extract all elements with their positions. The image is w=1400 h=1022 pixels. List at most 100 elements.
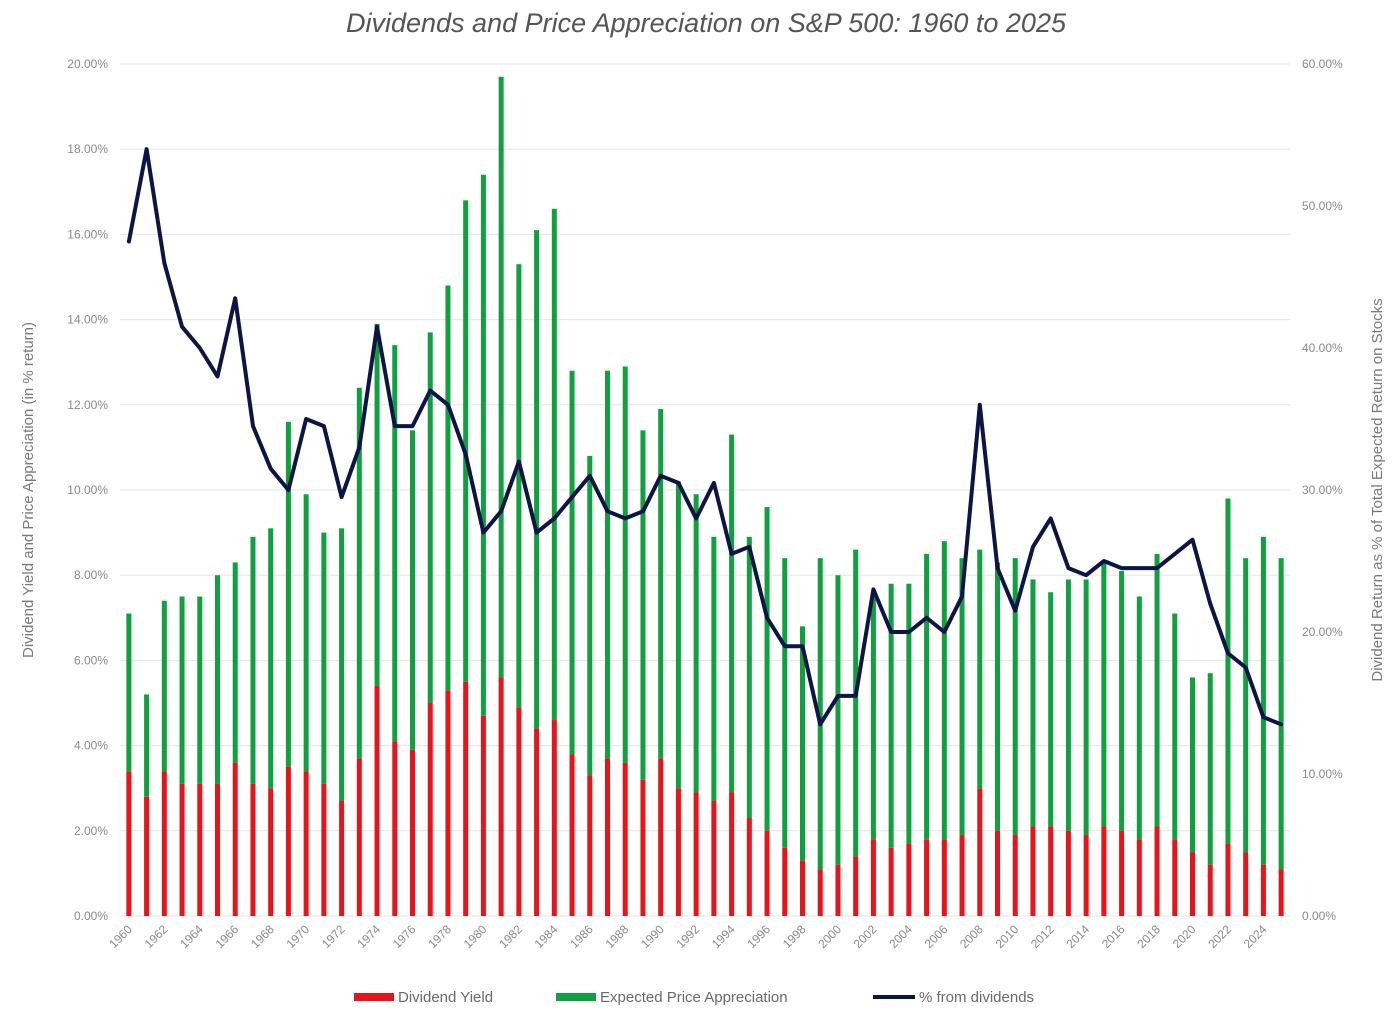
bar-expected-price-appreciation [374, 323, 380, 686]
bar-expected-price-appreciation [729, 434, 735, 793]
legend: Dividend Yield Expected Price Appreciatio… [354, 989, 1034, 1006]
bar-expected-price-appreciation [516, 264, 522, 708]
bar-dividend-yield [977, 788, 983, 916]
x-tick-label: 1998 [780, 922, 809, 951]
chart-title: Dividends and Price Appreciation on S&P … [346, 8, 1067, 38]
bar-expected-price-appreciation [658, 409, 664, 759]
bar-dividend-yield [1260, 864, 1266, 916]
bar-dividend-yield [126, 771, 132, 916]
bar-expected-price-appreciation [232, 562, 238, 763]
bar-dividend-yield [1030, 826, 1036, 916]
bar-expected-price-appreciation [1154, 553, 1160, 827]
bar-expected-price-appreciation [605, 370, 610, 759]
bar-dividend-yield [480, 715, 486, 916]
bar-dividend-yield [835, 864, 841, 916]
x-tick-label: 2016 [1099, 922, 1128, 951]
bar-dividend-yield [1065, 830, 1071, 916]
x-tick-label: 2024 [1241, 922, 1270, 951]
bar-expected-price-appreciation [746, 536, 752, 819]
x-tick-label: 1968 [248, 922, 277, 951]
bar-expected-price-appreciation [782, 558, 788, 848]
x-tick-label: 1964 [177, 922, 206, 951]
bar-dividend-yield [1012, 835, 1018, 916]
x-tick-label: 1974 [354, 922, 383, 951]
bar-dividend-yield [339, 800, 345, 916]
bar-dividend-yield [1190, 852, 1195, 916]
line-percent-from-dividends [126, 147, 1284, 727]
bar-dividend-yield [1048, 826, 1054, 916]
bar-expected-price-appreciation [853, 549, 859, 857]
bar-dividend-yield [498, 677, 504, 916]
bar-dividend-yield [746, 818, 752, 916]
x-tick-label: 1990 [638, 922, 667, 951]
x-tick-label: 1972 [319, 922, 348, 951]
bar-dividend-yield [179, 783, 185, 916]
x-tick-label: 1978 [425, 922, 454, 951]
bar-expected-price-appreciation [1278, 558, 1284, 870]
bar-expected-price-appreciation [1030, 579, 1036, 827]
x-tick-label: 1986 [567, 922, 596, 951]
y-tick-label: 18.00% [67, 142, 108, 156]
x-tick-label: 1976 [390, 922, 419, 951]
bar-expected-price-appreciation [1136, 596, 1142, 840]
bar-dividend-yield [569, 754, 575, 916]
bar-dividend-yield [356, 758, 362, 916]
bar-expected-price-appreciation [480, 174, 486, 716]
bar-dividend-yield [870, 839, 876, 916]
x-axis: 1960 1962 1964 1966 1968 1970 1972 1974 1976 1978… [106, 922, 1270, 951]
bar-expected-price-appreciation [959, 558, 965, 836]
bar-expected-price-appreciation [1207, 673, 1213, 865]
bar-expected-price-appreciation [817, 558, 823, 870]
x-tick-label: 2012 [1028, 922, 1057, 951]
x-tick-label: 2010 [993, 922, 1022, 951]
y-tick-label: 8.00% [74, 568, 108, 582]
bars [126, 76, 1284, 916]
bar-expected-price-appreciation [693, 494, 699, 793]
bar-dividend-yield [995, 830, 1000, 916]
bar-expected-price-appreciation [835, 575, 841, 865]
bar-dividend-yield [1083, 835, 1089, 916]
bar-dividend-yield [445, 690, 451, 916]
bar-expected-price-appreciation [126, 613, 132, 772]
bar-dividend-yield [215, 783, 220, 916]
bar-expected-price-appreciation [321, 532, 327, 784]
bar-dividend-yield [250, 783, 256, 916]
y2-tick-label: 50.00% [1302, 199, 1343, 213]
bar-expected-price-appreciation [551, 208, 557, 721]
y-tick-label: 0.00% [74, 909, 108, 923]
bar-dividend-yield [144, 796, 150, 916]
bar-dividend-yield [1243, 852, 1249, 916]
y-tick-label: 12.00% [67, 398, 108, 412]
bar-expected-price-appreciation [1101, 562, 1107, 827]
legend-swatch-expected-price-appreciation [556, 993, 596, 1001]
bar-expected-price-appreciation [250, 536, 256, 784]
x-tick-label: 1960 [106, 922, 135, 951]
bar-expected-price-appreciation [144, 694, 150, 797]
bar-expected-price-appreciation [711, 536, 717, 801]
bar-expected-price-appreciation [161, 600, 167, 772]
bar-expected-price-appreciation [800, 626, 805, 861]
bar-dividend-yield [888, 847, 894, 916]
bar-expected-price-appreciation [888, 583, 894, 848]
bar-dividend-yield [959, 835, 965, 916]
x-tick-label: 1994 [709, 922, 738, 951]
bar-expected-price-appreciation [356, 387, 362, 759]
bar-dividend-yield [516, 707, 522, 916]
bar-dividend-yield [161, 771, 167, 916]
bar-dividend-yield [817, 869, 823, 916]
bar-expected-price-appreciation [1065, 579, 1071, 831]
bar-dividend-yield [605, 758, 610, 916]
bar-expected-price-appreciation [463, 200, 469, 682]
y-tick-label: 6.00% [74, 653, 108, 667]
bar-dividend-yield [729, 792, 735, 916]
bar-dividend-yield [622, 762, 628, 916]
bar-dividend-yield [853, 856, 859, 916]
bar-dividend-yield [924, 839, 930, 916]
y-axis-right: 0.00% 10.00% 20.00% 30.00% 40.00% 50.00% 60.00… [1302, 57, 1343, 923]
bar-dividend-yield [658, 758, 664, 916]
x-tick-label: 1970 [283, 922, 312, 951]
bar-dividend-yield [427, 703, 433, 916]
bar-dividend-yield [941, 839, 947, 916]
legend-label-dividend-yield: Dividend Yield [398, 989, 493, 1006]
